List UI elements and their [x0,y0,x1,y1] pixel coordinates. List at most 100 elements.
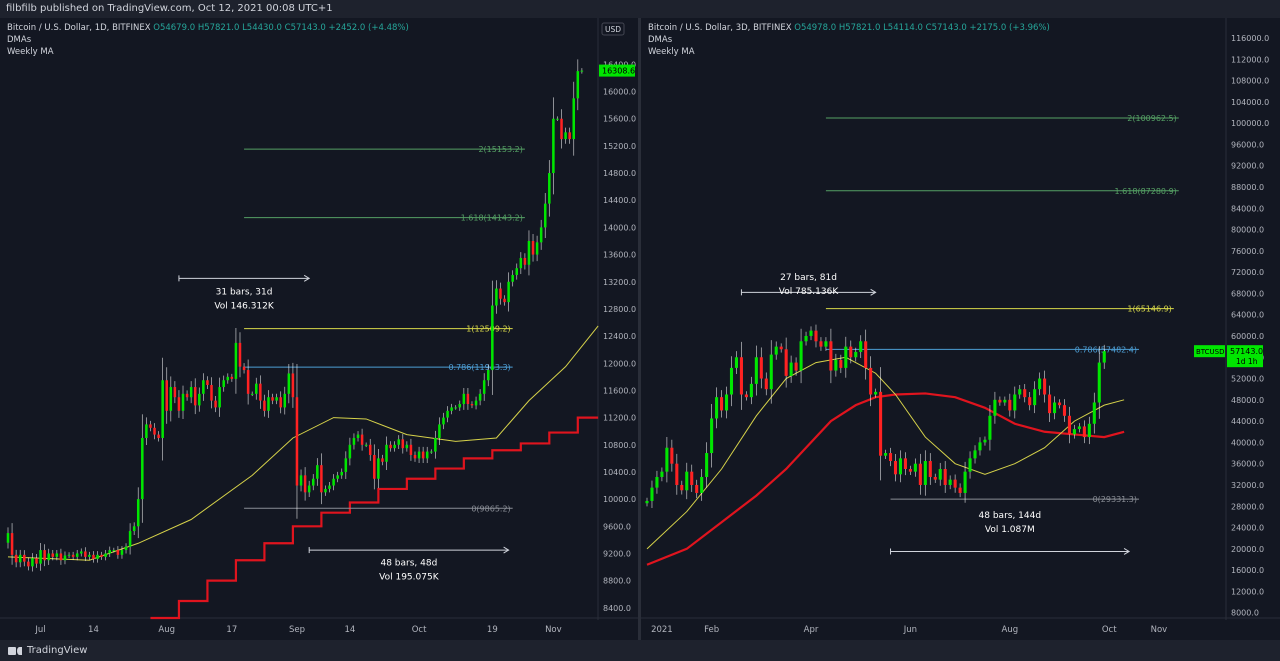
candle[interactable] [1013,394,1017,411]
candle[interactable] [23,554,26,562]
candle[interactable] [250,393,254,395]
candle[interactable] [519,257,523,269]
candle[interactable] [933,476,937,480]
candle[interactable] [884,453,888,456]
candle[interactable] [112,550,116,552]
candle[interactable] [51,553,55,557]
candle[interactable] [364,444,368,446]
candle[interactable] [96,554,99,559]
candle[interactable] [720,397,724,411]
candle[interactable] [59,553,63,561]
candle[interactable] [145,424,148,438]
candle[interactable] [291,373,295,398]
candle[interactable] [1077,426,1081,430]
candle[interactable] [1062,405,1067,416]
currency-button[interactable] [601,22,625,36]
candle[interactable] [157,434,160,438]
candle[interactable] [328,485,331,489]
legend-indicator-weekly-ma[interactable]: Weekly MA [648,47,695,57]
candle[interactable] [47,553,50,561]
candle[interactable] [829,341,833,371]
candle[interactable] [303,475,307,493]
candle[interactable] [1023,389,1027,398]
candle[interactable] [189,387,193,398]
candle[interactable] [430,451,433,453]
candle[interactable] [173,387,177,398]
candle[interactable] [474,400,478,406]
candle[interactable] [879,391,883,456]
candle[interactable] [864,341,868,368]
candle[interactable] [665,447,669,472]
candle[interactable] [660,471,664,477]
candle[interactable] [769,354,773,390]
candle[interactable] [705,453,709,477]
candle[interactable] [993,399,997,416]
candle[interactable] [259,383,262,401]
candle[interactable] [819,341,823,347]
candle[interactable] [222,380,225,388]
candle[interactable] [202,380,205,394]
candle[interactable] [75,553,79,557]
candle[interactable] [63,555,67,561]
candle[interactable] [88,554,91,557]
candle[interactable] [1033,389,1037,406]
candle[interactable] [794,362,798,371]
candle[interactable] [1028,397,1032,406]
candle[interactable] [39,550,42,564]
candle[interactable] [214,400,217,408]
candle[interactable] [1087,423,1091,438]
candle[interactable] [132,526,136,532]
candle[interactable] [92,554,95,559]
candle[interactable] [893,461,898,475]
candle[interactable] [377,458,380,479]
candle[interactable] [79,551,83,554]
candle[interactable] [1008,399,1012,411]
candle[interactable] [655,476,659,488]
candle[interactable] [568,132,571,140]
candle[interactable] [898,458,903,475]
candle[interactable] [177,397,181,411]
candle[interactable] [874,391,878,395]
candle[interactable] [181,393,185,411]
candle[interactable] [230,376,234,379]
candle[interactable] [84,551,87,557]
candle[interactable] [724,394,729,411]
candle[interactable] [675,463,679,485]
candle[interactable] [393,444,396,449]
candle[interactable] [1018,389,1022,395]
candle[interactable] [988,415,992,440]
candle[interactable] [535,242,539,255]
candle[interactable] [104,553,107,557]
candle[interactable] [185,393,189,398]
candle[interactable] [462,393,466,405]
candle[interactable] [908,469,912,472]
candle[interactable] [804,335,808,342]
candle[interactable] [531,240,535,255]
candle[interactable] [238,342,242,367]
candle[interactable] [650,487,654,501]
candle[interactable] [14,554,18,563]
candle[interactable] [368,444,372,455]
candle[interactable] [340,471,344,476]
candle[interactable] [458,404,462,408]
candle[interactable] [1038,378,1042,390]
candle[interactable] [839,359,843,368]
candle[interactable] [348,444,352,459]
candle[interactable] [136,499,140,527]
candle[interactable] [246,370,250,394]
candle[interactable] [31,558,34,567]
candle[interactable] [928,461,932,477]
legend-indicator-dma[interactable]: DMAs [7,35,32,45]
candle[interactable] [332,478,335,486]
candle[interactable] [859,341,863,352]
candle[interactable] [809,330,813,336]
candle[interactable] [729,367,734,395]
candle[interactable] [275,397,278,401]
candle[interactable] [739,357,743,395]
candle[interactable] [299,475,303,486]
candle[interactable] [1072,429,1076,435]
candle[interactable] [287,373,291,394]
candle[interactable] [680,484,684,491]
candle[interactable] [543,203,547,228]
candle[interactable] [234,342,238,379]
